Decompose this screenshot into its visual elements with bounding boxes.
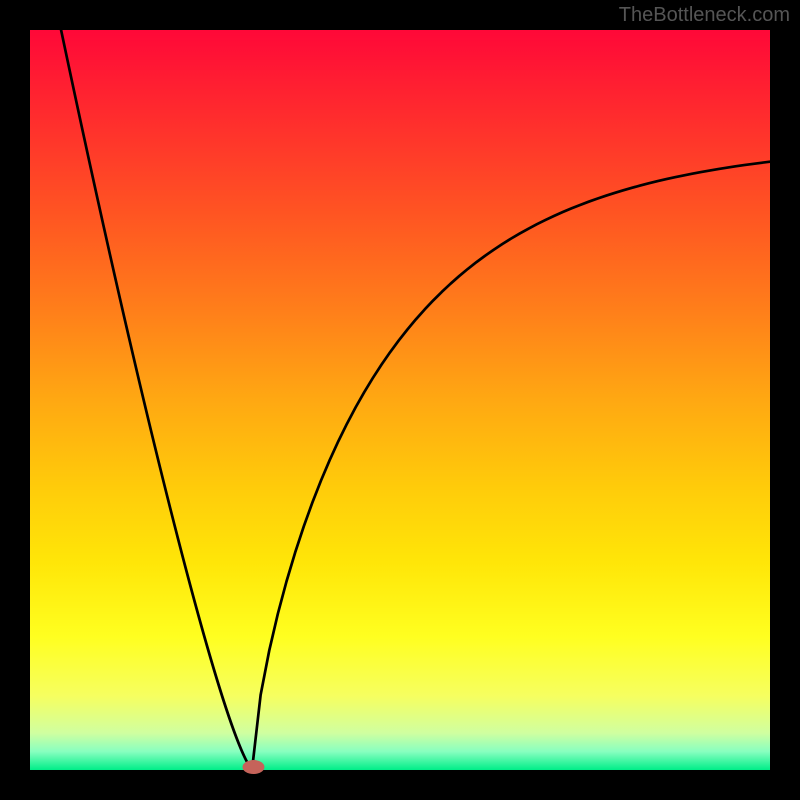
watermark-text: TheBottleneck.com — [619, 4, 790, 27]
plot-area — [30, 30, 770, 770]
chart-container: TheBottleneck.com — [0, 0, 800, 800]
